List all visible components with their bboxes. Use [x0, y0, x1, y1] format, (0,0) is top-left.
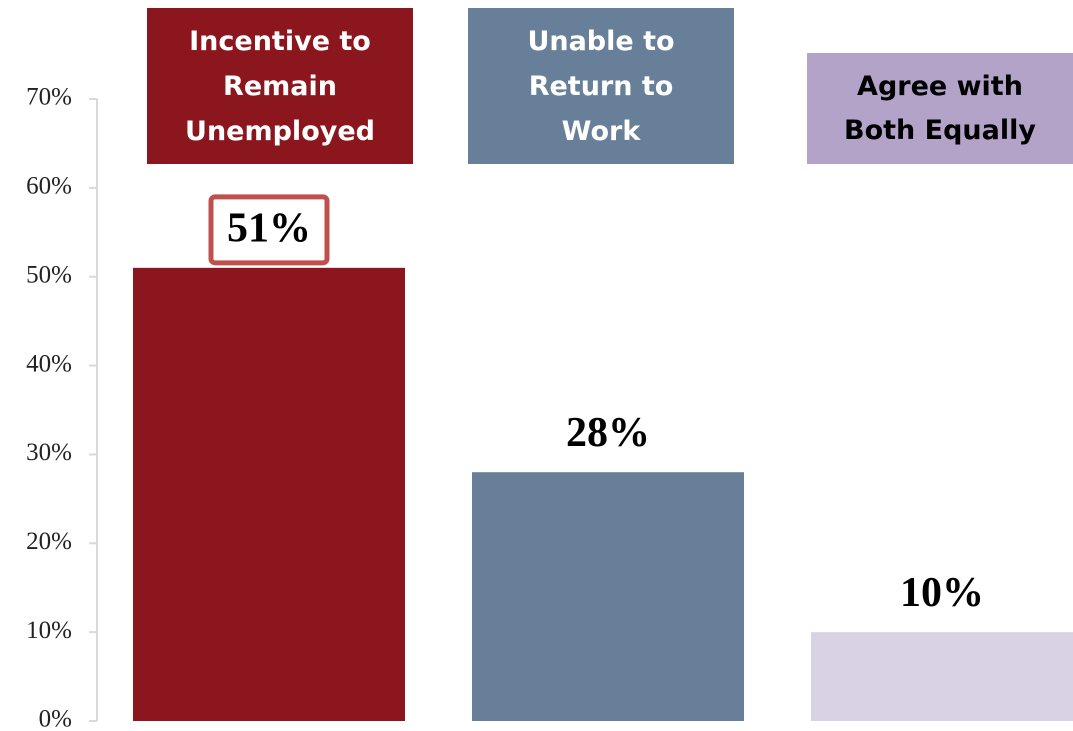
y-tick-label: 50% — [26, 261, 72, 288]
bar — [133, 267, 405, 721]
y-tick-label: 30% — [26, 439, 72, 466]
y-tick-label: 10% — [26, 617, 72, 644]
value-label: 28% — [566, 410, 650, 456]
y-tick-label: 0% — [39, 706, 72, 731]
y-tick-label: 20% — [26, 528, 72, 555]
y-tick-label: 60% — [26, 173, 72, 200]
value-label: 10% — [900, 570, 984, 616]
bar — [472, 472, 744, 721]
value-label: 51% — [227, 205, 311, 251]
label-box — [208, 194, 330, 266]
y-tick-label: 40% — [26, 350, 72, 377]
y-tick-label: 70% — [26, 84, 72, 111]
category-header: Unable to Return to Work — [468, 8, 734, 164]
category-header: Incentive to Remain Unemployed — [147, 8, 413, 164]
bar — [811, 632, 1073, 721]
category-header: Agree with Both Equally — [807, 53, 1073, 164]
